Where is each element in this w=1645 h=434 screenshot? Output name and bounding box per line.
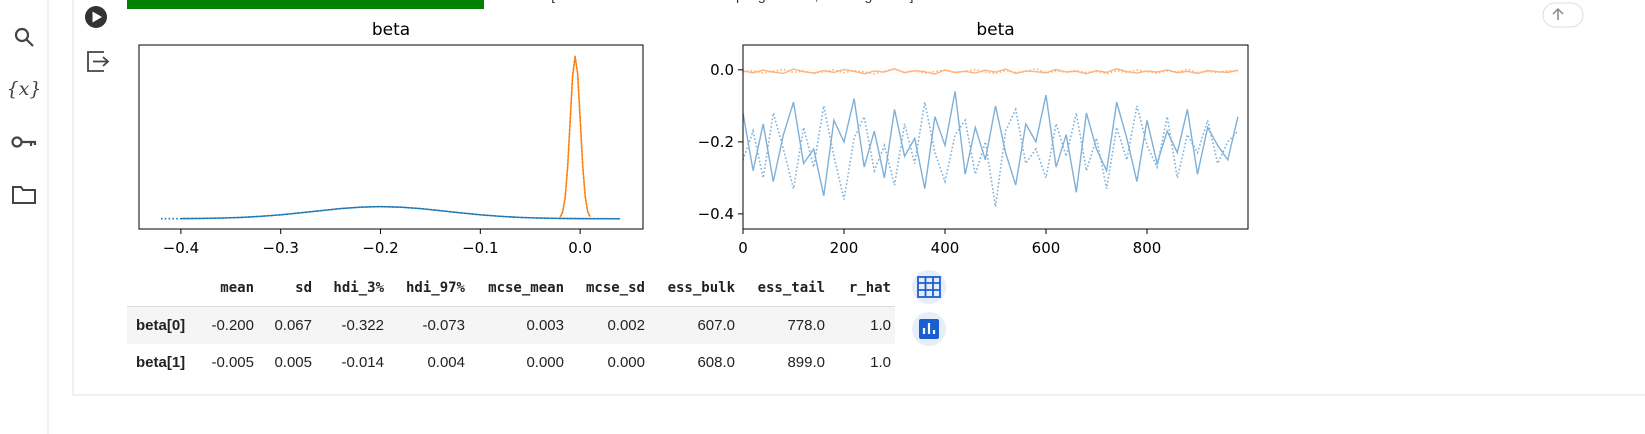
x-tick-label: −0.1 [462, 239, 498, 257]
x-tick-label: −0.4 [163, 239, 199, 257]
summary-table: mean sd hdi_3% hdi_97% mcse_mean mcse_sd ess_b… [127, 270, 895, 381]
table-cell: -0.200 [200, 306, 258, 344]
series-line [743, 91, 1239, 197]
header-row: mean sd hdi_3% hdi_97% mcse_mean mcse_sd ess_b… [127, 270, 895, 307]
corner-cell [127, 270, 200, 307]
table-cell: -0.322 [316, 306, 388, 344]
x-tick-label: 0 [738, 239, 748, 257]
table-row: beta[0] -0.200 0.067 -0.322 -0.073 0.003 0.002… [127, 306, 895, 344]
table-cell: 0.002 [568, 306, 649, 344]
column-header: ess_tail [739, 270, 829, 307]
series-line [559, 57, 591, 218]
y-tick-label: −0.2 [698, 133, 734, 151]
table-view-button[interactable] [912, 270, 946, 304]
table-cell: 899.0 [787, 354, 825, 371]
table-icon [917, 276, 941, 298]
plot-area [743, 67, 1239, 207]
table-cell: 778.0 [739, 306, 829, 344]
table-cell: 0.000 [526, 354, 564, 371]
column-header: hdi_3% [316, 270, 388, 307]
x-tick-label: 0.0 [568, 239, 592, 257]
charts: beta −0.4 −0.3 −0.2 −0.1 0.0 beta 0 200 400 600 800… [138, 20, 1249, 257]
x-tick-label: −0.2 [362, 239, 398, 257]
scroll-top-button[interactable] [1542, 2, 1584, 28]
column-header: r_hat [829, 270, 895, 307]
column-header: mcse_sd [568, 270, 649, 307]
y-tick-label: −0.4 [698, 205, 734, 223]
column-header: ess_bulk [649, 270, 739, 307]
table-cell: -0.005 [211, 354, 254, 371]
x-tick-label: 400 [931, 239, 960, 257]
column-header: mcse_mean [469, 270, 568, 307]
table-cell: -0.014 [341, 354, 384, 371]
search-icon[interactable] [14, 27, 34, 47]
table-cell: 0.067 [258, 306, 316, 344]
x-tick-label: 200 [830, 239, 859, 257]
output-menu-icon[interactable] [87, 51, 110, 72]
plot-area [160, 55, 621, 220]
progress-bar [127, 0, 484, 9]
chart-title: beta [372, 20, 410, 40]
secrets-icon[interactable] [11, 136, 37, 148]
chart-icon [919, 319, 939, 339]
table-row: beta[1] -0.005 0.005 -0.014 0.004 0.000 0.000 6… [127, 344, 895, 381]
x-tick-label: 600 [1032, 239, 1061, 257]
series-line [743, 102, 1239, 207]
table-cell: -0.073 [388, 306, 469, 344]
table-cell: 607.0 [649, 306, 739, 344]
chart-suggest-button[interactable] [912, 312, 946, 346]
x-tick-label: 800 [1133, 239, 1162, 257]
row-label: beta[1] [136, 354, 186, 371]
series-line [743, 67, 1238, 75]
table-cell: 0.005 [274, 354, 312, 371]
y-tick-label: 0.0 [710, 61, 734, 79]
table-cell: 0.004 [427, 354, 465, 371]
column-header: hdi_97% [388, 270, 469, 307]
table-cell: 608.0 [697, 354, 735, 371]
x-tick-label: −0.3 [263, 239, 299, 257]
axes-frame [138, 44, 644, 230]
axes-frame [742, 44, 1249, 230]
table-cell: 0.000 [607, 354, 645, 371]
table-cell: 1.0 [870, 354, 891, 371]
variables-icon[interactable]: {x} [7, 78, 42, 100]
series-line [180, 205, 621, 220]
table-cell: 0.003 [469, 306, 568, 344]
series-line [160, 205, 621, 220]
files-icon[interactable] [12, 186, 36, 204]
chart-title: beta [976, 20, 1014, 40]
chart: beta 0 200 400 600 800 0.0 −0.2 −0.4 [698, 20, 1249, 257]
run-icon [92, 11, 102, 23]
cell-border [72, 0, 1645, 396]
column-header: sd [258, 270, 316, 307]
column-header: mean [200, 270, 258, 307]
chart: beta −0.4 −0.3 −0.2 −0.1 0.0 [138, 20, 644, 257]
row-label: beta[0] [127, 306, 200, 344]
table-cell: 1.0 [829, 306, 895, 344]
series-line [559, 55, 591, 218]
